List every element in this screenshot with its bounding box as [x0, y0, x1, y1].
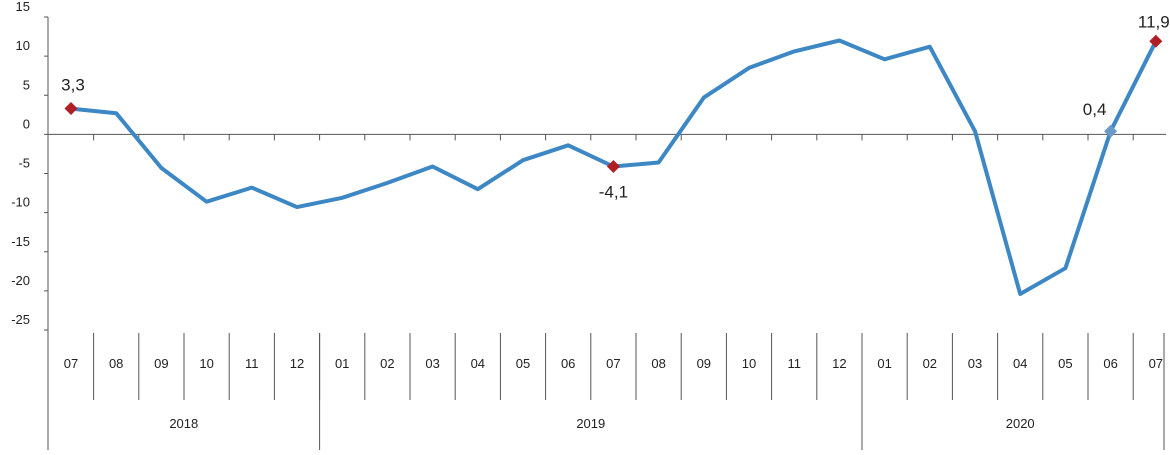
y-axis: 15 10 5 0 -5 -10 -15 -20 -25	[11, 0, 1166, 450]
data-label: -4,1	[599, 182, 628, 201]
month-label: 11	[787, 356, 801, 371]
month-label: 01	[335, 356, 349, 371]
data-point-marker	[64, 102, 78, 116]
month-label: 07	[1149, 356, 1163, 371]
y-tick-label: 0	[23, 116, 30, 131]
month-label: 02	[923, 356, 937, 371]
y-tick-label: 10	[16, 38, 30, 53]
month-label: 07	[606, 356, 620, 371]
y-tick-label: 5	[23, 77, 30, 92]
month-label: 07	[64, 356, 78, 371]
month-label: 08	[109, 356, 123, 371]
month-label: 10	[742, 356, 756, 371]
month-label: 04	[1013, 356, 1027, 371]
data-point-marker	[1104, 124, 1118, 138]
month-label: 01	[877, 356, 891, 371]
month-label: 03	[968, 356, 982, 371]
y-tick-label: -20	[11, 273, 30, 288]
month-label: 11	[245, 356, 259, 371]
month-label: 05	[1058, 356, 1072, 371]
y-tick-label: -15	[11, 234, 30, 249]
month-label: 09	[697, 356, 711, 371]
data-point-marker	[606, 159, 620, 173]
year-label: 2019	[576, 416, 605, 431]
y-tick-label: -25	[11, 312, 30, 327]
data-point-marker	[1149, 34, 1163, 48]
y-tick-label: -5	[18, 156, 30, 171]
month-label: 06	[1103, 356, 1117, 371]
x-axis: 07 08 09 10 11 12 01 02 03 04 05 06 07 08 09 10 11 12 01 02…	[47, 134, 1165, 450]
data-label: 11,9	[1138, 12, 1170, 31]
month-label: 02	[380, 356, 394, 371]
month-label: 04	[471, 356, 485, 371]
month-label: 03	[425, 356, 439, 371]
month-label: 12	[832, 356, 846, 371]
data-label: 0,4	[1083, 100, 1107, 119]
y-tick-label: -10	[11, 195, 30, 210]
month-label: 06	[561, 356, 575, 371]
data-markers: 3,3 -4,1 0,4 11,9	[61, 12, 1170, 201]
data-label: 3,3	[61, 76, 85, 95]
month-label: 10	[199, 356, 213, 371]
month-label: 08	[651, 356, 665, 371]
month-label: 12	[290, 356, 304, 371]
year-label: 2020	[1006, 416, 1035, 431]
y-tick-label: 15	[16, 0, 30, 14]
month-label: 09	[154, 356, 168, 371]
month-label: 05	[516, 356, 530, 371]
year-label: 2018	[169, 416, 198, 431]
